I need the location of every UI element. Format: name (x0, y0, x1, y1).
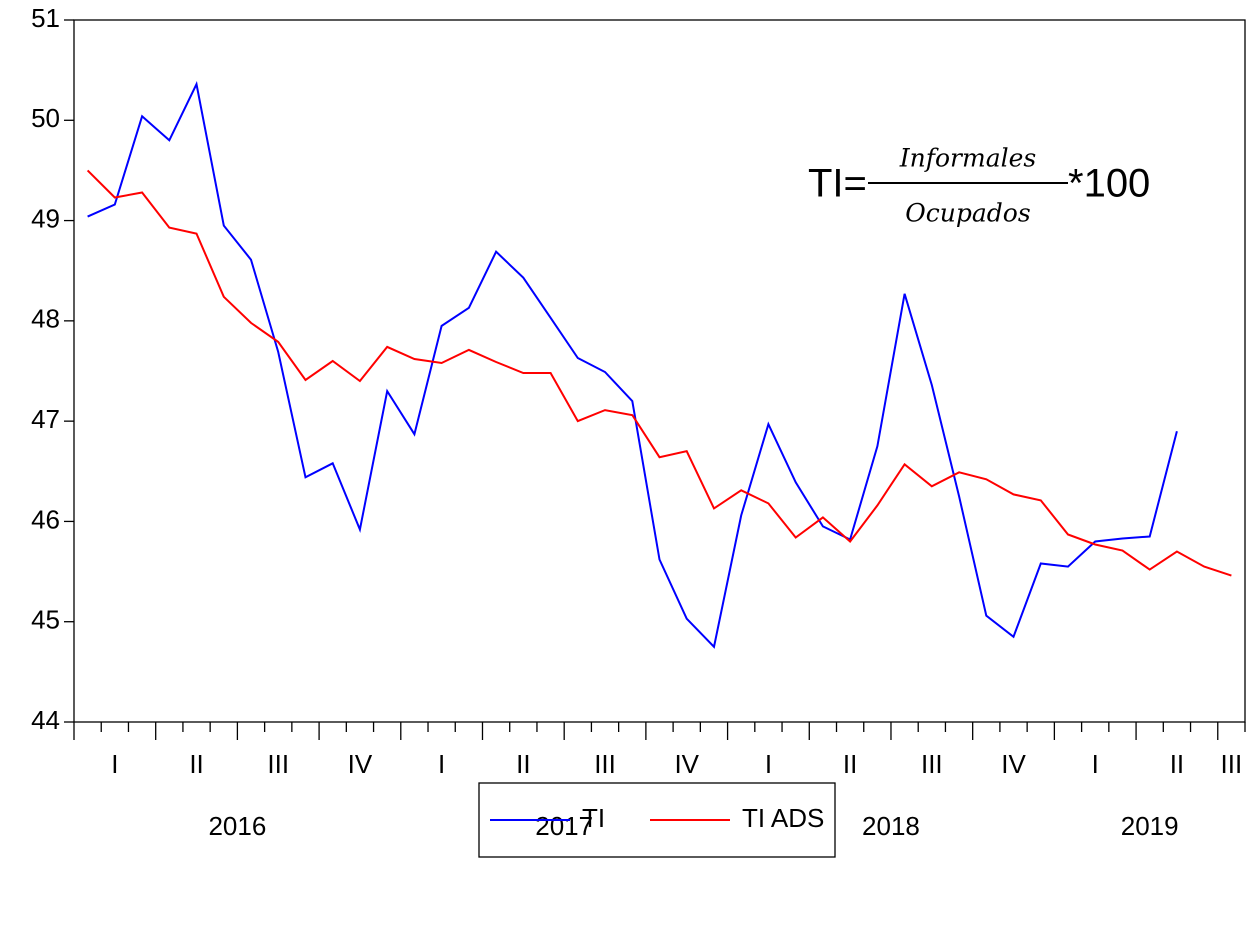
y-tick-label: 48 (31, 304, 60, 334)
quarter-label: III (1221, 749, 1243, 779)
quarter-label: II (843, 749, 857, 779)
quarter-label: II (516, 749, 530, 779)
formula-denominator: Ocupados (905, 199, 1030, 228)
y-tick-label: 51 (31, 3, 60, 33)
legend (478, 782, 836, 858)
y-tick-label: 50 (31, 103, 60, 133)
formula-lhs: TI= (808, 162, 867, 206)
y-tick-label: 44 (31, 705, 60, 735)
year-label: 2018 (862, 811, 920, 841)
quarter-label: III (594, 749, 616, 779)
series-line (86, 169, 1232, 577)
formula: TI= Informales Ocupados *100 (808, 144, 1150, 228)
formula-numerator: Informales (899, 144, 1036, 173)
quarter-label: IV (348, 749, 373, 779)
series-line (87, 81, 1178, 649)
y-tick-label: 45 (31, 605, 60, 635)
quarter-label: I (1092, 749, 1099, 779)
quarter-label: III (267, 749, 289, 779)
y-tick-label: 49 (31, 203, 60, 233)
year-label: 2019 (1121, 811, 1179, 841)
formula-rhs: *100 (1068, 162, 1150, 206)
quarter-label: IV (674, 749, 699, 779)
quarter-label: IV (1001, 749, 1026, 779)
plot-frame (73, 19, 1246, 723)
quarter-label: III (921, 749, 943, 779)
quarter-label: I (765, 749, 772, 779)
quarter-label: I (111, 749, 118, 779)
quarter-label: I (438, 749, 445, 779)
legend-label: TI (582, 803, 605, 833)
y-tick-label: 47 (31, 404, 60, 434)
year-label: 2016 (208, 811, 266, 841)
year-label: 2017 (535, 811, 593, 841)
y-tick-label: 46 (31, 504, 60, 534)
quarter-label: II (1170, 749, 1184, 779)
legend-label: TI ADS (742, 803, 824, 833)
quarter-label: II (189, 749, 203, 779)
